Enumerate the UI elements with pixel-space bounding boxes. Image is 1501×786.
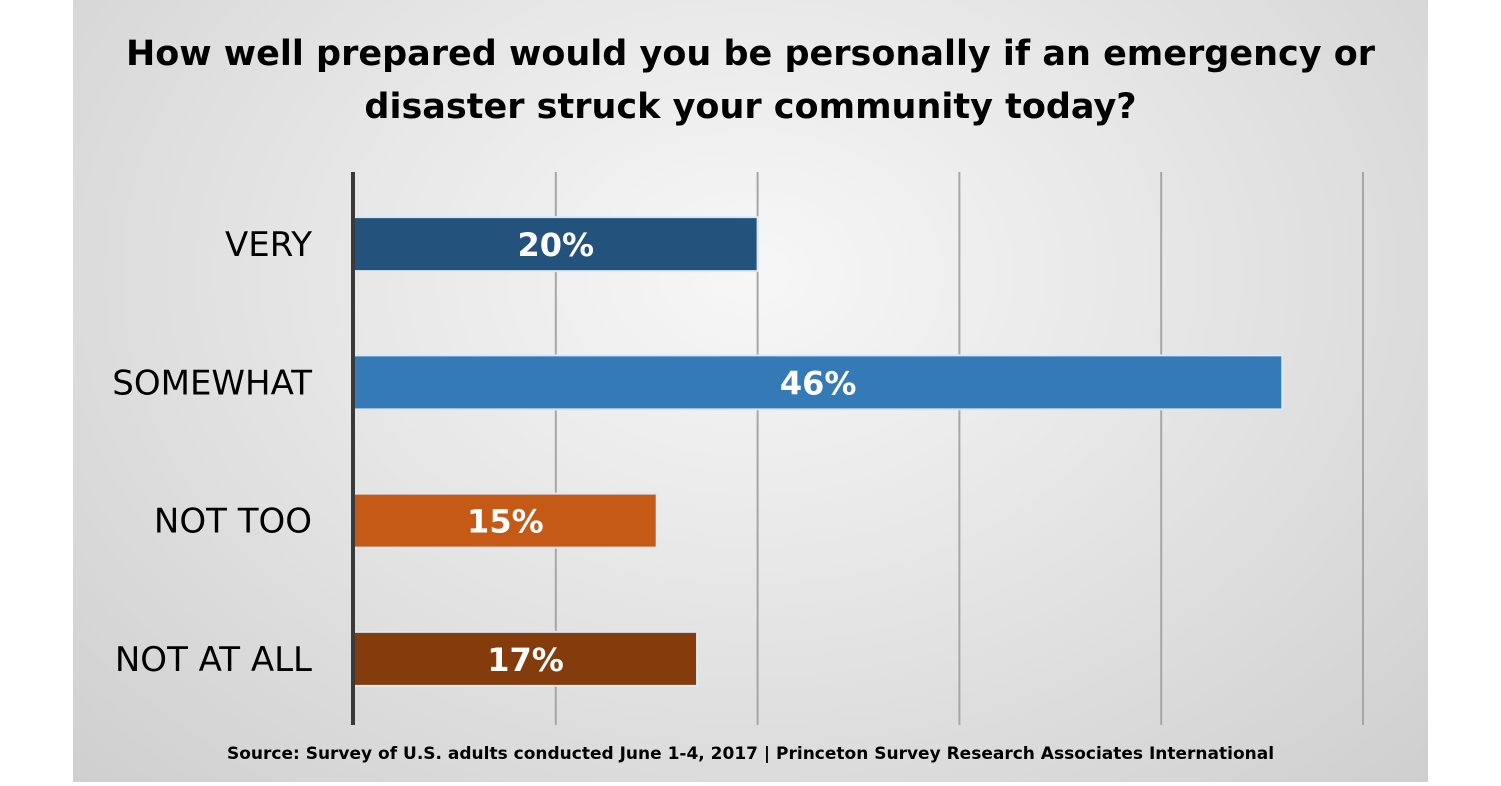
- data-label: 20%: [518, 226, 595, 264]
- chart-title: How well prepared would you be personall…: [125, 34, 1376, 127]
- bar-not-too: [353, 492, 658, 549]
- bar-very: [353, 216, 759, 273]
- category-label: VERY: [225, 225, 312, 265]
- category-label: NOT AT ALL: [115, 640, 312, 680]
- source-note: Source: Survey of U.S. adults conducted …: [226, 744, 1275, 764]
- data-label: 15%: [467, 503, 544, 541]
- data-label: 17%: [487, 641, 564, 679]
- category-label: NOT TOO: [154, 502, 312, 542]
- data-label: 46%: [780, 364, 857, 402]
- category-label: SOMEWHAT: [112, 363, 312, 403]
